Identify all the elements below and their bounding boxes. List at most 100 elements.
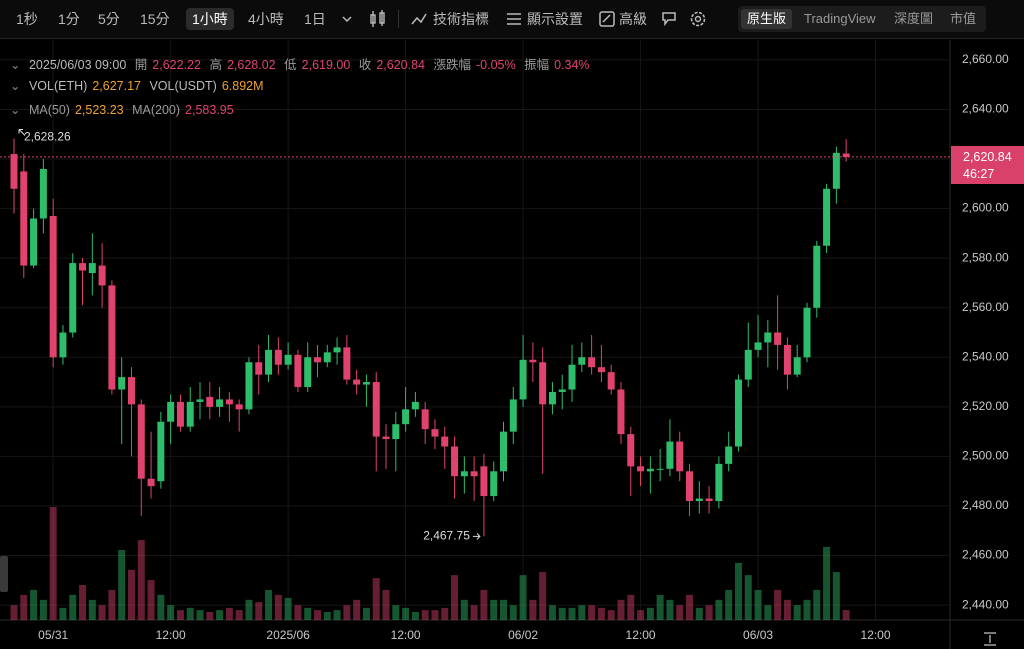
y-tick-label: 2,560.00 xyxy=(962,300,1009,314)
interval[interactable]: 5分 xyxy=(98,11,120,27)
chart-type-icon[interactable] xyxy=(368,9,388,29)
info-value: 2,627.17 xyxy=(92,79,141,93)
view-switcher: 原生版 TradingView 深度圖 市值 xyxy=(738,6,986,32)
candle-body xyxy=(568,364,576,390)
info-value: -0.05% xyxy=(475,58,516,72)
gear-icon[interactable] xyxy=(688,9,708,29)
volume-bar xyxy=(167,605,175,620)
candle-body xyxy=(421,409,429,430)
volume-bar xyxy=(441,607,449,620)
candle-body xyxy=(783,344,791,375)
info-label: MA(50) xyxy=(28,103,70,117)
info-label: 低 xyxy=(284,58,297,72)
candle-body xyxy=(225,399,233,405)
volume-bar xyxy=(30,589,38,620)
advanced-icon[interactable] xyxy=(598,10,616,28)
volume-bar xyxy=(774,589,782,620)
tool[interactable]: 顯示設置 xyxy=(527,11,583,27)
info-value: 2,619.00 xyxy=(301,58,351,72)
candle-body xyxy=(304,357,312,388)
volume-bar xyxy=(10,605,18,620)
volume-bar xyxy=(274,594,282,620)
view-tab[interactable]: 市值 xyxy=(950,11,977,26)
candle-body xyxy=(382,436,390,440)
last-price: 2,620.84 xyxy=(963,150,1012,164)
interval[interactable]: 15分 xyxy=(140,11,170,27)
volume-bar xyxy=(245,599,253,620)
candle-body xyxy=(627,434,635,467)
ma-info: ⌄ MA(50) 2,523.23 MA(200) 2,583.95 xyxy=(10,103,234,117)
settings-list-icon[interactable] xyxy=(505,10,523,28)
volume-bar xyxy=(20,594,28,620)
candle-body xyxy=(353,379,361,385)
volume-bar xyxy=(578,605,586,620)
high-marker: 2,628.26 xyxy=(24,130,71,144)
interval[interactable]: 4小時 xyxy=(248,11,284,27)
volume-bar xyxy=(676,605,684,620)
scale-icon[interactable] xyxy=(984,632,996,646)
volume-bar xyxy=(235,610,243,620)
x-tick-label: 12:00 xyxy=(626,628,656,642)
candle-body xyxy=(362,382,370,385)
tool[interactable]: 技術指標 xyxy=(433,11,489,27)
candle-body xyxy=(715,463,723,502)
more-icon[interactable] xyxy=(340,12,354,26)
volume-bar xyxy=(382,589,390,620)
volume-bar xyxy=(216,610,224,620)
candle-body xyxy=(127,377,135,405)
info-value: 2,523.23 xyxy=(74,103,124,117)
candle-body xyxy=(725,446,733,464)
candle-body xyxy=(695,498,703,502)
volume-bar xyxy=(744,575,752,620)
candle-body xyxy=(793,357,801,375)
view-tab[interactable]: TradingView xyxy=(804,11,876,26)
volume-bar xyxy=(323,612,331,620)
snapshot-icon[interactable] xyxy=(660,10,678,28)
volume-bar xyxy=(294,605,302,620)
candle-body xyxy=(196,399,204,402)
side-handle[interactable] xyxy=(0,556,8,592)
info-label: MA(200) xyxy=(132,103,181,117)
volume-bar xyxy=(617,599,625,620)
candle-body xyxy=(245,362,253,410)
volume-bar xyxy=(59,607,67,620)
y-tick-label: 2,480.00 xyxy=(962,498,1009,512)
tool[interactable]: 高級 xyxy=(619,11,647,27)
volume-bar xyxy=(823,546,831,620)
volume-bar xyxy=(764,605,772,620)
volume-bar xyxy=(715,599,723,620)
volume-bar xyxy=(196,610,204,620)
candle-body xyxy=(500,431,507,472)
info-label: 收 xyxy=(358,58,372,72)
interval[interactable]: 1分 xyxy=(58,11,80,27)
volume-bar xyxy=(509,605,517,620)
y-tick-label: 2,500.00 xyxy=(962,449,1009,463)
interval[interactable]: 1秒 xyxy=(16,11,38,27)
volume-bar xyxy=(313,610,321,620)
indicator-icon[interactable] xyxy=(410,10,428,28)
interval[interactable]: 1日 xyxy=(304,11,326,27)
volume-bar xyxy=(118,549,126,620)
candle-body xyxy=(774,332,782,345)
view-tab[interactable]: 深度圖 xyxy=(894,11,934,26)
candle-body xyxy=(656,468,664,470)
info-value: 6.892M xyxy=(221,79,264,93)
view-tab[interactable]: 原生版 xyxy=(741,9,793,29)
volume-bars xyxy=(10,507,850,620)
candle-body xyxy=(548,391,556,405)
volume-bar xyxy=(304,607,312,620)
y-tick-label: 2,600.00 xyxy=(962,201,1009,215)
candle-body xyxy=(460,471,468,477)
candle-body xyxy=(764,332,772,343)
candle-body xyxy=(157,421,165,482)
volume-bar xyxy=(666,599,674,620)
candle-body xyxy=(646,468,654,472)
candle-body xyxy=(294,354,302,388)
interval[interactable]: 1小時 xyxy=(186,8,234,30)
candle-body xyxy=(274,349,282,365)
volume-bar xyxy=(451,575,459,620)
volume-bar xyxy=(265,589,273,620)
countdown: 46:27 xyxy=(963,167,995,181)
volume-bar xyxy=(832,572,840,620)
